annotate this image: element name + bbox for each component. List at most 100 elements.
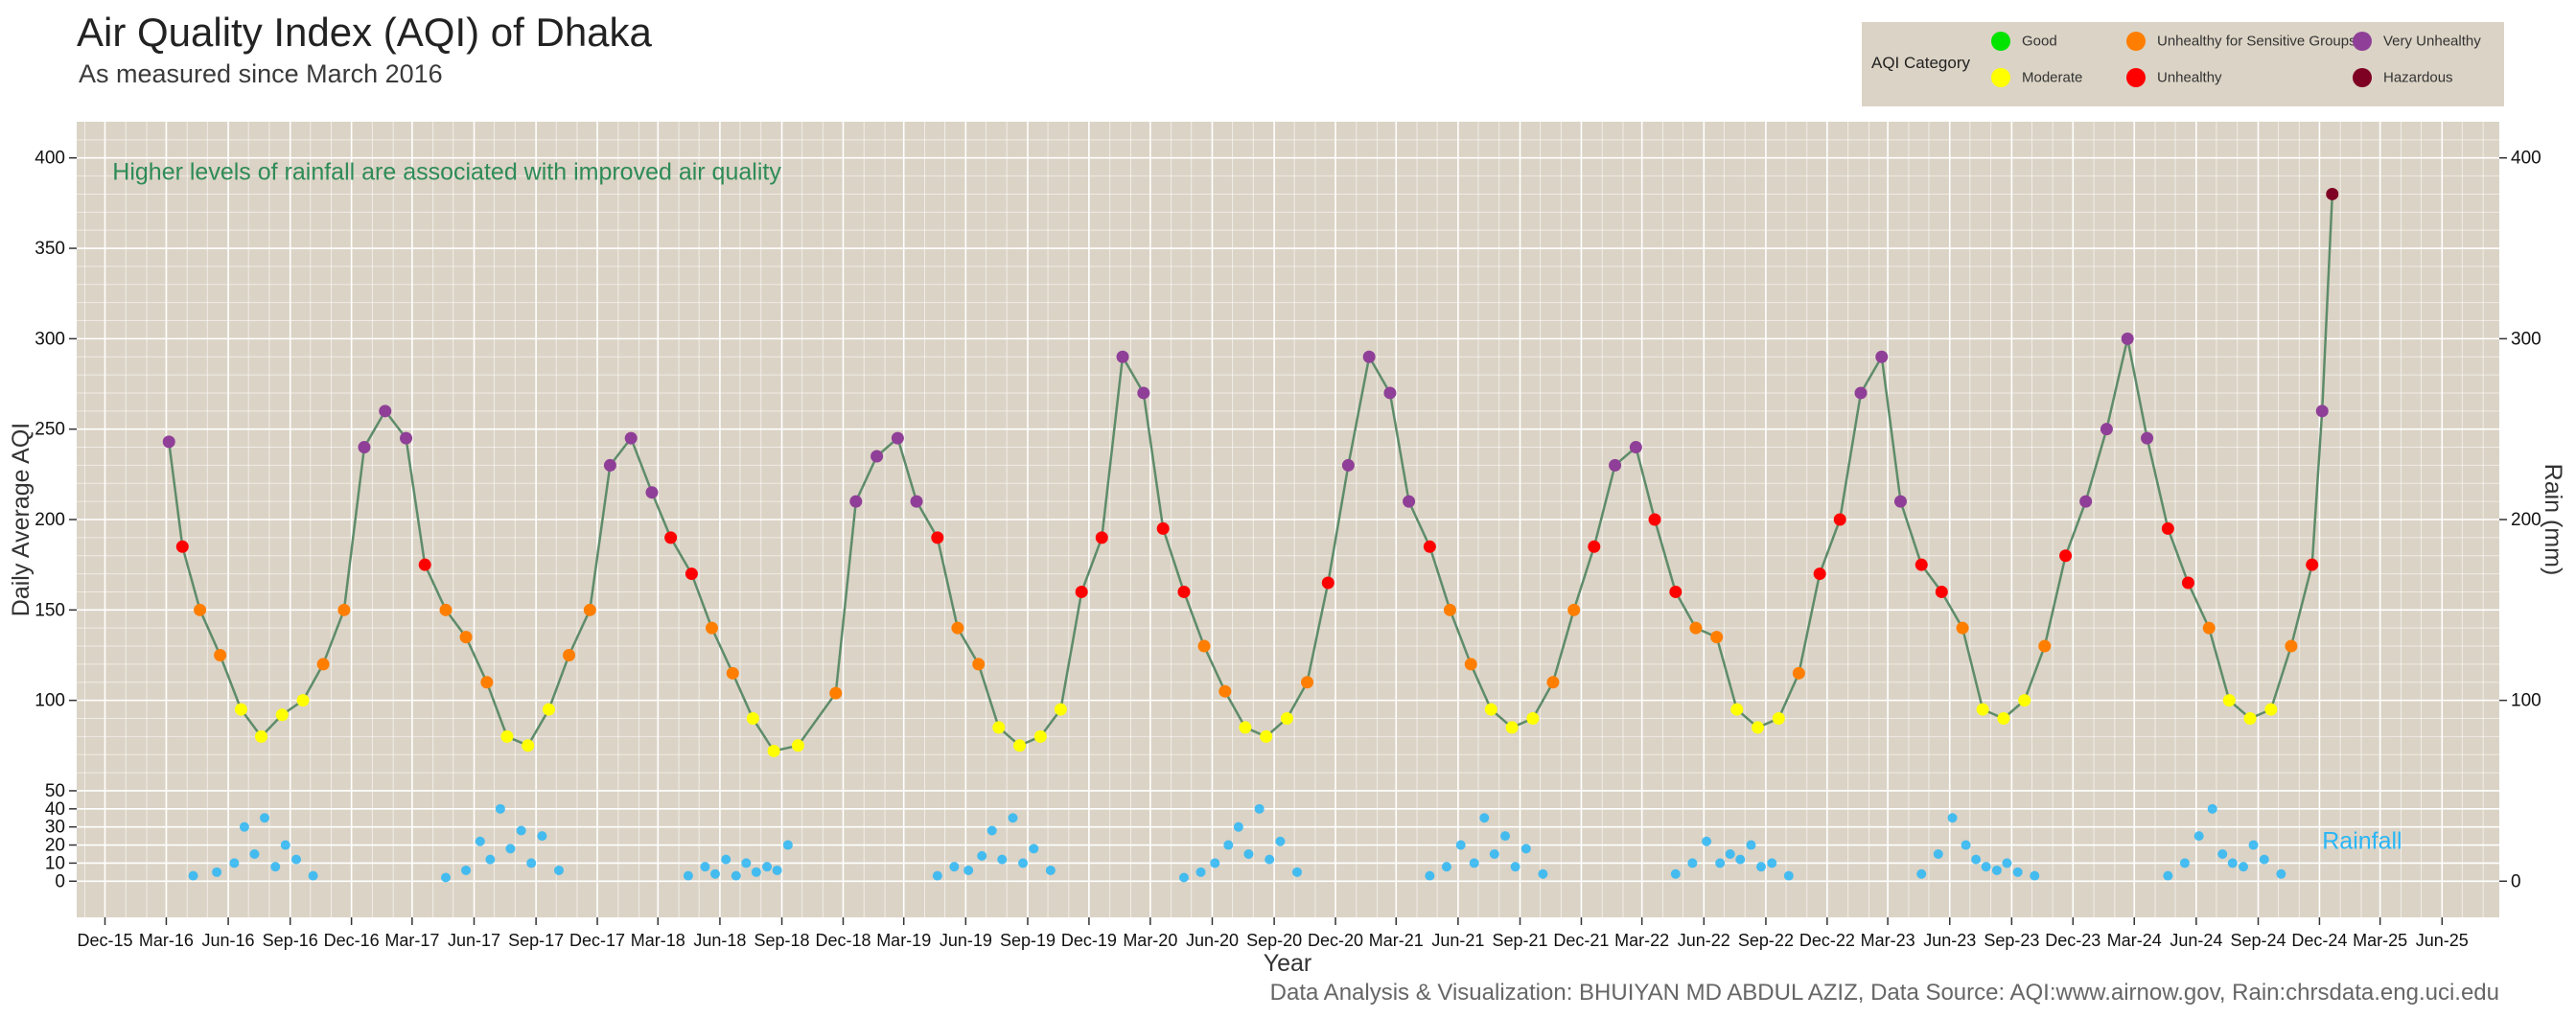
rain-point bbox=[731, 870, 741, 881]
aqi-point bbox=[1893, 495, 1907, 508]
y-tick-label: 350 bbox=[35, 239, 65, 259]
y-tick-label: 150 bbox=[35, 600, 65, 620]
y-tick-label: 300 bbox=[35, 329, 65, 349]
rain-point bbox=[762, 862, 773, 872]
rain-point bbox=[1500, 831, 1511, 842]
aqi-point bbox=[1137, 386, 1150, 400]
rain-point bbox=[212, 867, 222, 877]
x-tick-label: Jun-19 bbox=[940, 931, 992, 950]
rain-point bbox=[1715, 858, 1726, 868]
x-tick-label: Sep-18 bbox=[754, 931, 810, 950]
x-tick-label: Sep-23 bbox=[1984, 931, 2039, 950]
x-tick-label: Sep-24 bbox=[2230, 931, 2286, 950]
legend-item-moderate: Moderate bbox=[1991, 68, 2082, 87]
rain-point bbox=[1670, 868, 1681, 879]
aqi-point bbox=[829, 686, 843, 700]
aqi-point bbox=[624, 431, 638, 445]
y-tick-label: 0 bbox=[55, 871, 65, 891]
aqi-point bbox=[767, 744, 780, 757]
rain-point bbox=[1275, 836, 1286, 846]
aqi-point bbox=[1341, 458, 1355, 472]
aqi-point bbox=[254, 729, 267, 743]
aqi-point bbox=[1956, 621, 1969, 635]
rain-point bbox=[249, 848, 260, 859]
rain-point bbox=[2217, 848, 2228, 859]
aqi-point bbox=[2161, 521, 2174, 535]
aqi-point bbox=[1648, 513, 1661, 526]
aqi-point bbox=[1997, 712, 2010, 725]
aqi-point bbox=[563, 648, 576, 661]
rain-point bbox=[1933, 848, 1943, 859]
x-tick-label: Sep-19 bbox=[1000, 931, 1056, 950]
rain-point bbox=[1702, 836, 1712, 846]
aqi-point bbox=[1833, 513, 1846, 526]
x-tick-label: Mar-17 bbox=[384, 931, 439, 950]
aqi-point bbox=[2202, 621, 2216, 635]
aqi-point bbox=[1321, 576, 1334, 590]
y-tick-label: 200 bbox=[35, 510, 65, 530]
rain-point bbox=[475, 836, 485, 846]
aqi-point bbox=[1383, 386, 1397, 400]
legend-item-unhealthy: Unhealthy bbox=[2126, 68, 2222, 87]
aqi-point bbox=[1218, 684, 1232, 698]
rain-point bbox=[1018, 858, 1029, 868]
x-tick-label: Sep-21 bbox=[1492, 931, 1547, 950]
rain-point bbox=[1687, 858, 1698, 868]
aqi-point bbox=[1772, 712, 1785, 725]
rain-point bbox=[1265, 854, 1275, 865]
aqi-point bbox=[1689, 621, 1703, 635]
legend-swatch-hazardous bbox=[2353, 68, 2372, 87]
rain-point bbox=[239, 821, 249, 832]
aqi-point bbox=[891, 431, 904, 445]
rain-point bbox=[949, 862, 960, 872]
rain-point bbox=[188, 870, 198, 881]
aqi-point bbox=[1156, 521, 1170, 535]
rain-point bbox=[1479, 813, 1490, 823]
aqi-point bbox=[1301, 676, 1314, 689]
rain-point bbox=[1746, 840, 1756, 850]
rain-point bbox=[2002, 858, 2012, 868]
aqi-point bbox=[379, 405, 392, 418]
x-tick-label: Jun-22 bbox=[1678, 931, 1730, 950]
x-tick-label: Mar-23 bbox=[1861, 931, 1915, 950]
aqi-point bbox=[685, 567, 698, 581]
aqi-point bbox=[2222, 694, 2236, 707]
rain-point bbox=[1725, 848, 1735, 859]
aqi-point bbox=[1752, 721, 1765, 734]
rain-point bbox=[229, 858, 240, 868]
rain-point bbox=[1045, 865, 1056, 875]
x-tick-label: Dec-19 bbox=[1061, 931, 1117, 950]
aqi-point bbox=[791, 739, 804, 752]
rain-point bbox=[1735, 854, 1746, 865]
aqi-point bbox=[1197, 639, 1211, 653]
x-tick-label: Jun-20 bbox=[1186, 931, 1239, 950]
rain-point bbox=[461, 865, 472, 875]
rain-point bbox=[1441, 862, 1451, 872]
annotation-rainfall-label: Rainfall bbox=[2322, 827, 2402, 854]
y-tick-label: 40 bbox=[45, 799, 65, 820]
y2-tick-label: 100 bbox=[2511, 691, 2541, 711]
rain-point bbox=[505, 844, 516, 854]
legend-label-unhealthy: Unhealthy bbox=[2157, 69, 2222, 86]
legend-item-hazardous: Hazardous bbox=[2353, 68, 2453, 87]
aqi-point bbox=[275, 708, 289, 722]
rain-point bbox=[1243, 848, 1254, 859]
rain-point bbox=[1756, 862, 1767, 872]
x-tick-label: Sep-16 bbox=[263, 931, 318, 950]
legend-label-usg: Unhealthy for Sensitive Groups bbox=[2157, 33, 2356, 50]
rain-point bbox=[1538, 868, 1548, 879]
rain-point bbox=[1520, 844, 1531, 854]
aqi-point bbox=[459, 631, 473, 644]
y-axis-right: 0 100 200 300 400 bbox=[2499, 149, 2541, 891]
y2-tick-label: 200 bbox=[2511, 510, 2541, 530]
aqi-point bbox=[418, 558, 431, 571]
x-tick-label: Dec-16 bbox=[324, 931, 380, 950]
rain-point bbox=[1947, 813, 1958, 823]
rain-point bbox=[932, 870, 942, 881]
legend: AQI Category Good Moderate Unhealthy for… bbox=[1862, 22, 2504, 106]
aqi-point bbox=[1567, 603, 1581, 616]
aqi-point bbox=[1792, 666, 1805, 680]
y-tick-label: 10 bbox=[45, 853, 65, 873]
aqi-point bbox=[1669, 585, 1683, 598]
